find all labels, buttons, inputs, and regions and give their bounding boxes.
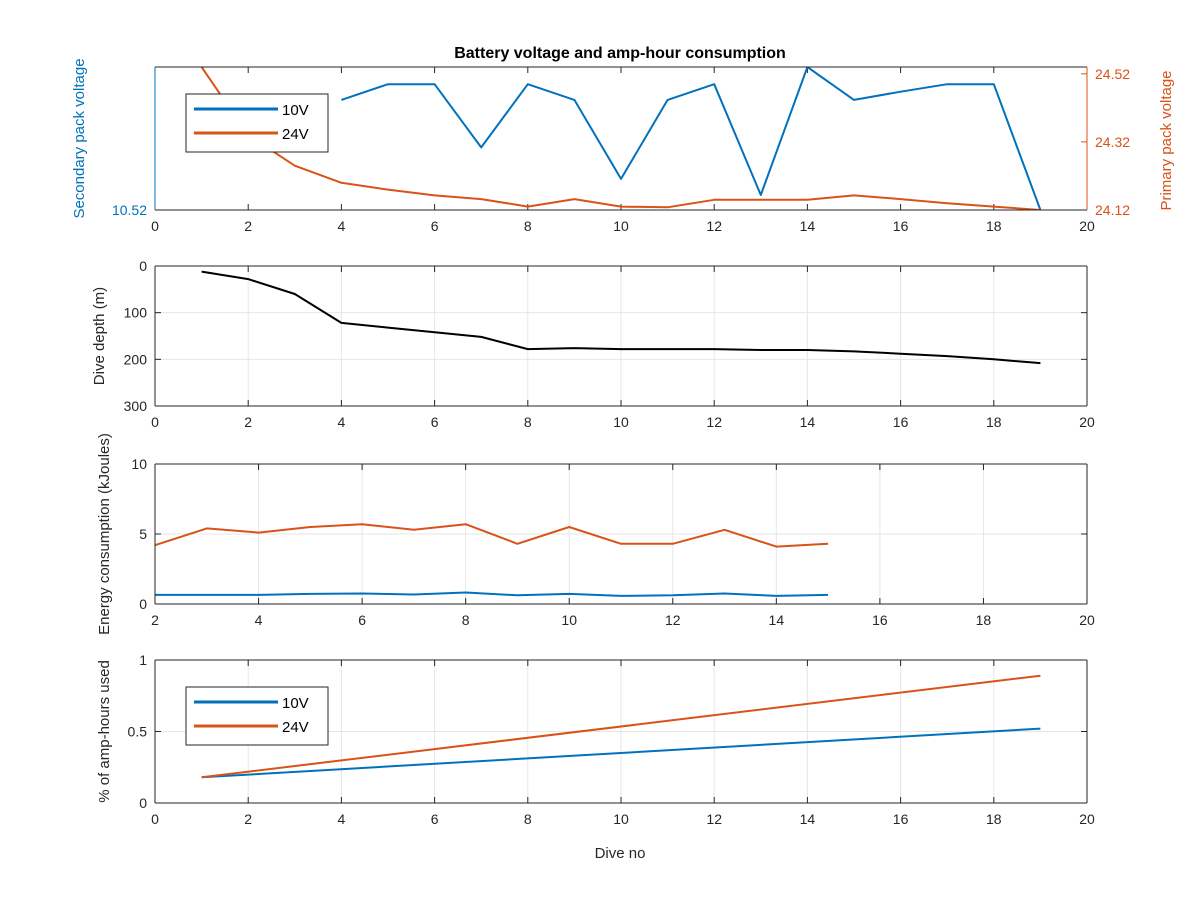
- x-tick-label: 8: [524, 811, 532, 827]
- y-tick-label: 100: [124, 305, 148, 321]
- x-tick-label: 4: [338, 811, 346, 827]
- series-line-0072BD: [155, 591, 829, 597]
- x-tick-label: 0: [151, 811, 159, 827]
- y-tick-label: 0: [139, 795, 147, 811]
- y-right-axis-label: Primary pack voltage: [1158, 70, 1175, 210]
- x-tick-label: 8: [524, 414, 532, 430]
- x-tick-label: 14: [800, 414, 816, 430]
- x-tick-label: 6: [431, 414, 439, 430]
- x-tick-label: 14: [800, 811, 816, 827]
- x-tick-label: 18: [986, 218, 1002, 234]
- x-tick-label: 20: [1079, 414, 1095, 430]
- x-tick-label: 0: [151, 414, 159, 430]
- y-axis-label: Dive depth (m): [91, 287, 108, 385]
- x-tick-label: 6: [431, 811, 439, 827]
- series-line-000000: [201, 270, 1041, 365]
- x-tick-label: 20: [1079, 612, 1095, 628]
- legend-entry: 10V: [282, 102, 309, 119]
- x-tick-label: 16: [872, 612, 888, 628]
- subplot-4: 0 2 4 6 8 10 12 14 16 18 20 0 0.5 1 % of amp-hours use…: [96, 652, 1095, 827]
- legend-entry: 10V: [282, 695, 309, 712]
- x-tick-label: 4: [255, 612, 263, 628]
- legend-entry: 24V: [282, 719, 309, 736]
- x-tick-label: 2: [244, 218, 252, 234]
- subplot-3: 2 4 6 8 10 12 14 16 18 20 0 5 10 Energy consumption (…: [96, 433, 1095, 635]
- x-tick-label: 16: [893, 811, 909, 827]
- x-tick-label: 18: [976, 612, 992, 628]
- x-tick-label: 8: [462, 612, 470, 628]
- x-tick-label: 4: [338, 414, 346, 430]
- x-tick-label: 10: [613, 218, 629, 234]
- x-tick-label: 20: [1079, 811, 1095, 827]
- legend-box: [185, 686, 329, 746]
- y-tick-label: 1: [139, 652, 147, 668]
- y-axis-label: Energy consumption (kJoules): [96, 433, 113, 635]
- subplot-1: 0 2 4 6 8 10 12 14 16 18 20 10.52 24.12 24.32 24.52 Pri…: [71, 58, 1175, 234]
- y-axis-label: Secondary pack voltage: [71, 58, 88, 218]
- legend-box: [185, 93, 329, 153]
- y-right-tick-label: 24.32: [1095, 134, 1130, 150]
- y-tick-label: 5: [139, 526, 147, 542]
- x-tick-label: 8: [524, 218, 532, 234]
- x-tick-label: 4: [338, 218, 346, 234]
- x-tick-label: 10: [613, 811, 629, 827]
- x-tick-label: 16: [893, 218, 909, 234]
- series-line-24v: [200, 67, 1041, 210]
- x-tick-label: 2: [244, 414, 252, 430]
- x-tick-label: 10: [561, 612, 577, 628]
- y-tick-label: 200: [124, 351, 148, 367]
- x-tick-label: 12: [706, 414, 722, 430]
- x-tick-label: 14: [769, 612, 785, 628]
- y-right-tick-label: 24.52: [1095, 66, 1130, 82]
- y-tick-label: 10.52: [112, 202, 147, 218]
- x-tick-label: 18: [986, 811, 1002, 827]
- y-tick-label: 300: [124, 398, 148, 414]
- x-tick-label: 12: [706, 811, 722, 827]
- x-tick-label: 12: [665, 612, 681, 628]
- x-tick-label: 10: [613, 414, 629, 430]
- legend-entry: 24V: [282, 126, 309, 143]
- x-tick-label: 0: [151, 218, 159, 234]
- x-tick-label: 6: [358, 612, 366, 628]
- x-tick-label: 2: [244, 811, 252, 827]
- x-tick-label: 2: [151, 612, 159, 628]
- x-axis-label: Dive no: [595, 845, 646, 862]
- x-tick-label: 18: [986, 414, 1002, 430]
- y-tick-label: 10: [131, 456, 147, 472]
- x-tick-label: 12: [706, 218, 722, 234]
- x-tick-label: 20: [1079, 218, 1095, 234]
- y-tick-label: 0: [139, 596, 147, 612]
- series-line-10v: [341, 67, 1042, 210]
- y-tick-label: 0.5: [128, 724, 148, 740]
- figure-title: Battery voltage and amp-hour consumption: [454, 45, 786, 62]
- x-tick-label: 6: [431, 218, 439, 234]
- series-line-10v: [201, 727, 1041, 779]
- series-line-D95319: [155, 523, 829, 548]
- y-axis-label: % of amp-hours used: [96, 660, 113, 803]
- x-tick-label: 16: [893, 414, 909, 430]
- series-line-24v: [201, 674, 1041, 779]
- y-right-tick-label: 24.12: [1095, 202, 1130, 218]
- x-tick-label: 14: [800, 218, 816, 234]
- y-tick-label: 0: [139, 258, 147, 274]
